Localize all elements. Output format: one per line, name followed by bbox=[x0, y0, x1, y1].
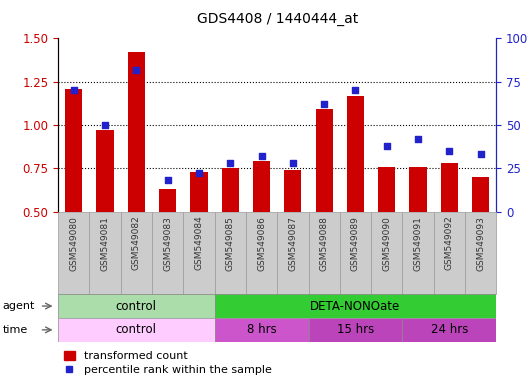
Text: GSM549088: GSM549088 bbox=[319, 216, 328, 271]
Point bbox=[320, 101, 328, 107]
Text: 8 hrs: 8 hrs bbox=[247, 323, 277, 336]
Bar bbox=[316, 109, 333, 212]
Point bbox=[132, 66, 140, 73]
Bar bbox=[472, 177, 489, 212]
Point bbox=[257, 153, 266, 159]
Text: GSM549082: GSM549082 bbox=[132, 216, 141, 270]
Bar bbox=[121, 212, 152, 294]
Point bbox=[445, 148, 454, 154]
Text: GSM549085: GSM549085 bbox=[226, 216, 235, 271]
Text: GSM549089: GSM549089 bbox=[351, 216, 360, 271]
Bar bbox=[128, 52, 145, 212]
Text: GSM549080: GSM549080 bbox=[69, 216, 78, 271]
Bar bbox=[222, 168, 239, 212]
Bar bbox=[253, 161, 270, 212]
Text: GSM549090: GSM549090 bbox=[382, 216, 391, 271]
Bar bbox=[402, 212, 433, 294]
Bar bbox=[409, 167, 427, 212]
Text: DETA-NONOate: DETA-NONOate bbox=[310, 300, 401, 313]
Bar bbox=[89, 212, 121, 294]
Bar bbox=[190, 172, 208, 212]
Bar bbox=[58, 318, 214, 342]
Bar bbox=[97, 130, 114, 212]
Point bbox=[289, 160, 297, 166]
Point bbox=[70, 87, 78, 93]
Bar bbox=[347, 96, 364, 212]
Bar bbox=[152, 212, 183, 294]
Text: GDS4408 / 1440444_at: GDS4408 / 1440444_at bbox=[196, 12, 358, 25]
Bar bbox=[65, 89, 82, 212]
Text: control: control bbox=[116, 300, 157, 313]
Bar bbox=[183, 212, 214, 294]
Bar bbox=[214, 212, 246, 294]
Bar bbox=[246, 212, 277, 294]
Bar bbox=[214, 294, 496, 318]
Bar bbox=[371, 212, 402, 294]
Text: GSM549093: GSM549093 bbox=[476, 216, 485, 271]
Text: GSM549091: GSM549091 bbox=[413, 216, 422, 271]
Text: 15 hrs: 15 hrs bbox=[337, 323, 374, 336]
Bar bbox=[308, 318, 402, 342]
Bar bbox=[378, 167, 395, 212]
Text: time: time bbox=[3, 325, 28, 335]
Text: GSM549087: GSM549087 bbox=[288, 216, 297, 271]
Bar bbox=[58, 212, 89, 294]
Text: control: control bbox=[116, 323, 157, 336]
Bar bbox=[340, 212, 371, 294]
Bar bbox=[402, 318, 496, 342]
Bar bbox=[58, 294, 214, 318]
Text: agent: agent bbox=[3, 301, 35, 311]
Text: GSM549086: GSM549086 bbox=[257, 216, 266, 271]
Text: GSM549083: GSM549083 bbox=[163, 216, 172, 271]
Point bbox=[476, 151, 485, 157]
Legend: transformed count, percentile rank within the sample: transformed count, percentile rank withi… bbox=[64, 351, 271, 375]
Point bbox=[414, 136, 422, 142]
Point bbox=[226, 160, 234, 166]
Text: GSM549081: GSM549081 bbox=[100, 216, 109, 271]
Bar bbox=[284, 170, 301, 212]
Bar bbox=[441, 163, 458, 212]
Point bbox=[383, 143, 391, 149]
Text: GSM549084: GSM549084 bbox=[194, 216, 203, 270]
Point bbox=[351, 87, 360, 93]
Text: GSM549092: GSM549092 bbox=[445, 216, 454, 270]
Point bbox=[101, 122, 109, 128]
Bar bbox=[159, 189, 176, 212]
Bar bbox=[214, 318, 308, 342]
Point bbox=[195, 170, 203, 177]
Bar bbox=[465, 212, 496, 294]
Point bbox=[164, 177, 172, 184]
Bar bbox=[277, 212, 308, 294]
Bar bbox=[433, 212, 465, 294]
Bar bbox=[308, 212, 340, 294]
Text: 24 hrs: 24 hrs bbox=[431, 323, 468, 336]
